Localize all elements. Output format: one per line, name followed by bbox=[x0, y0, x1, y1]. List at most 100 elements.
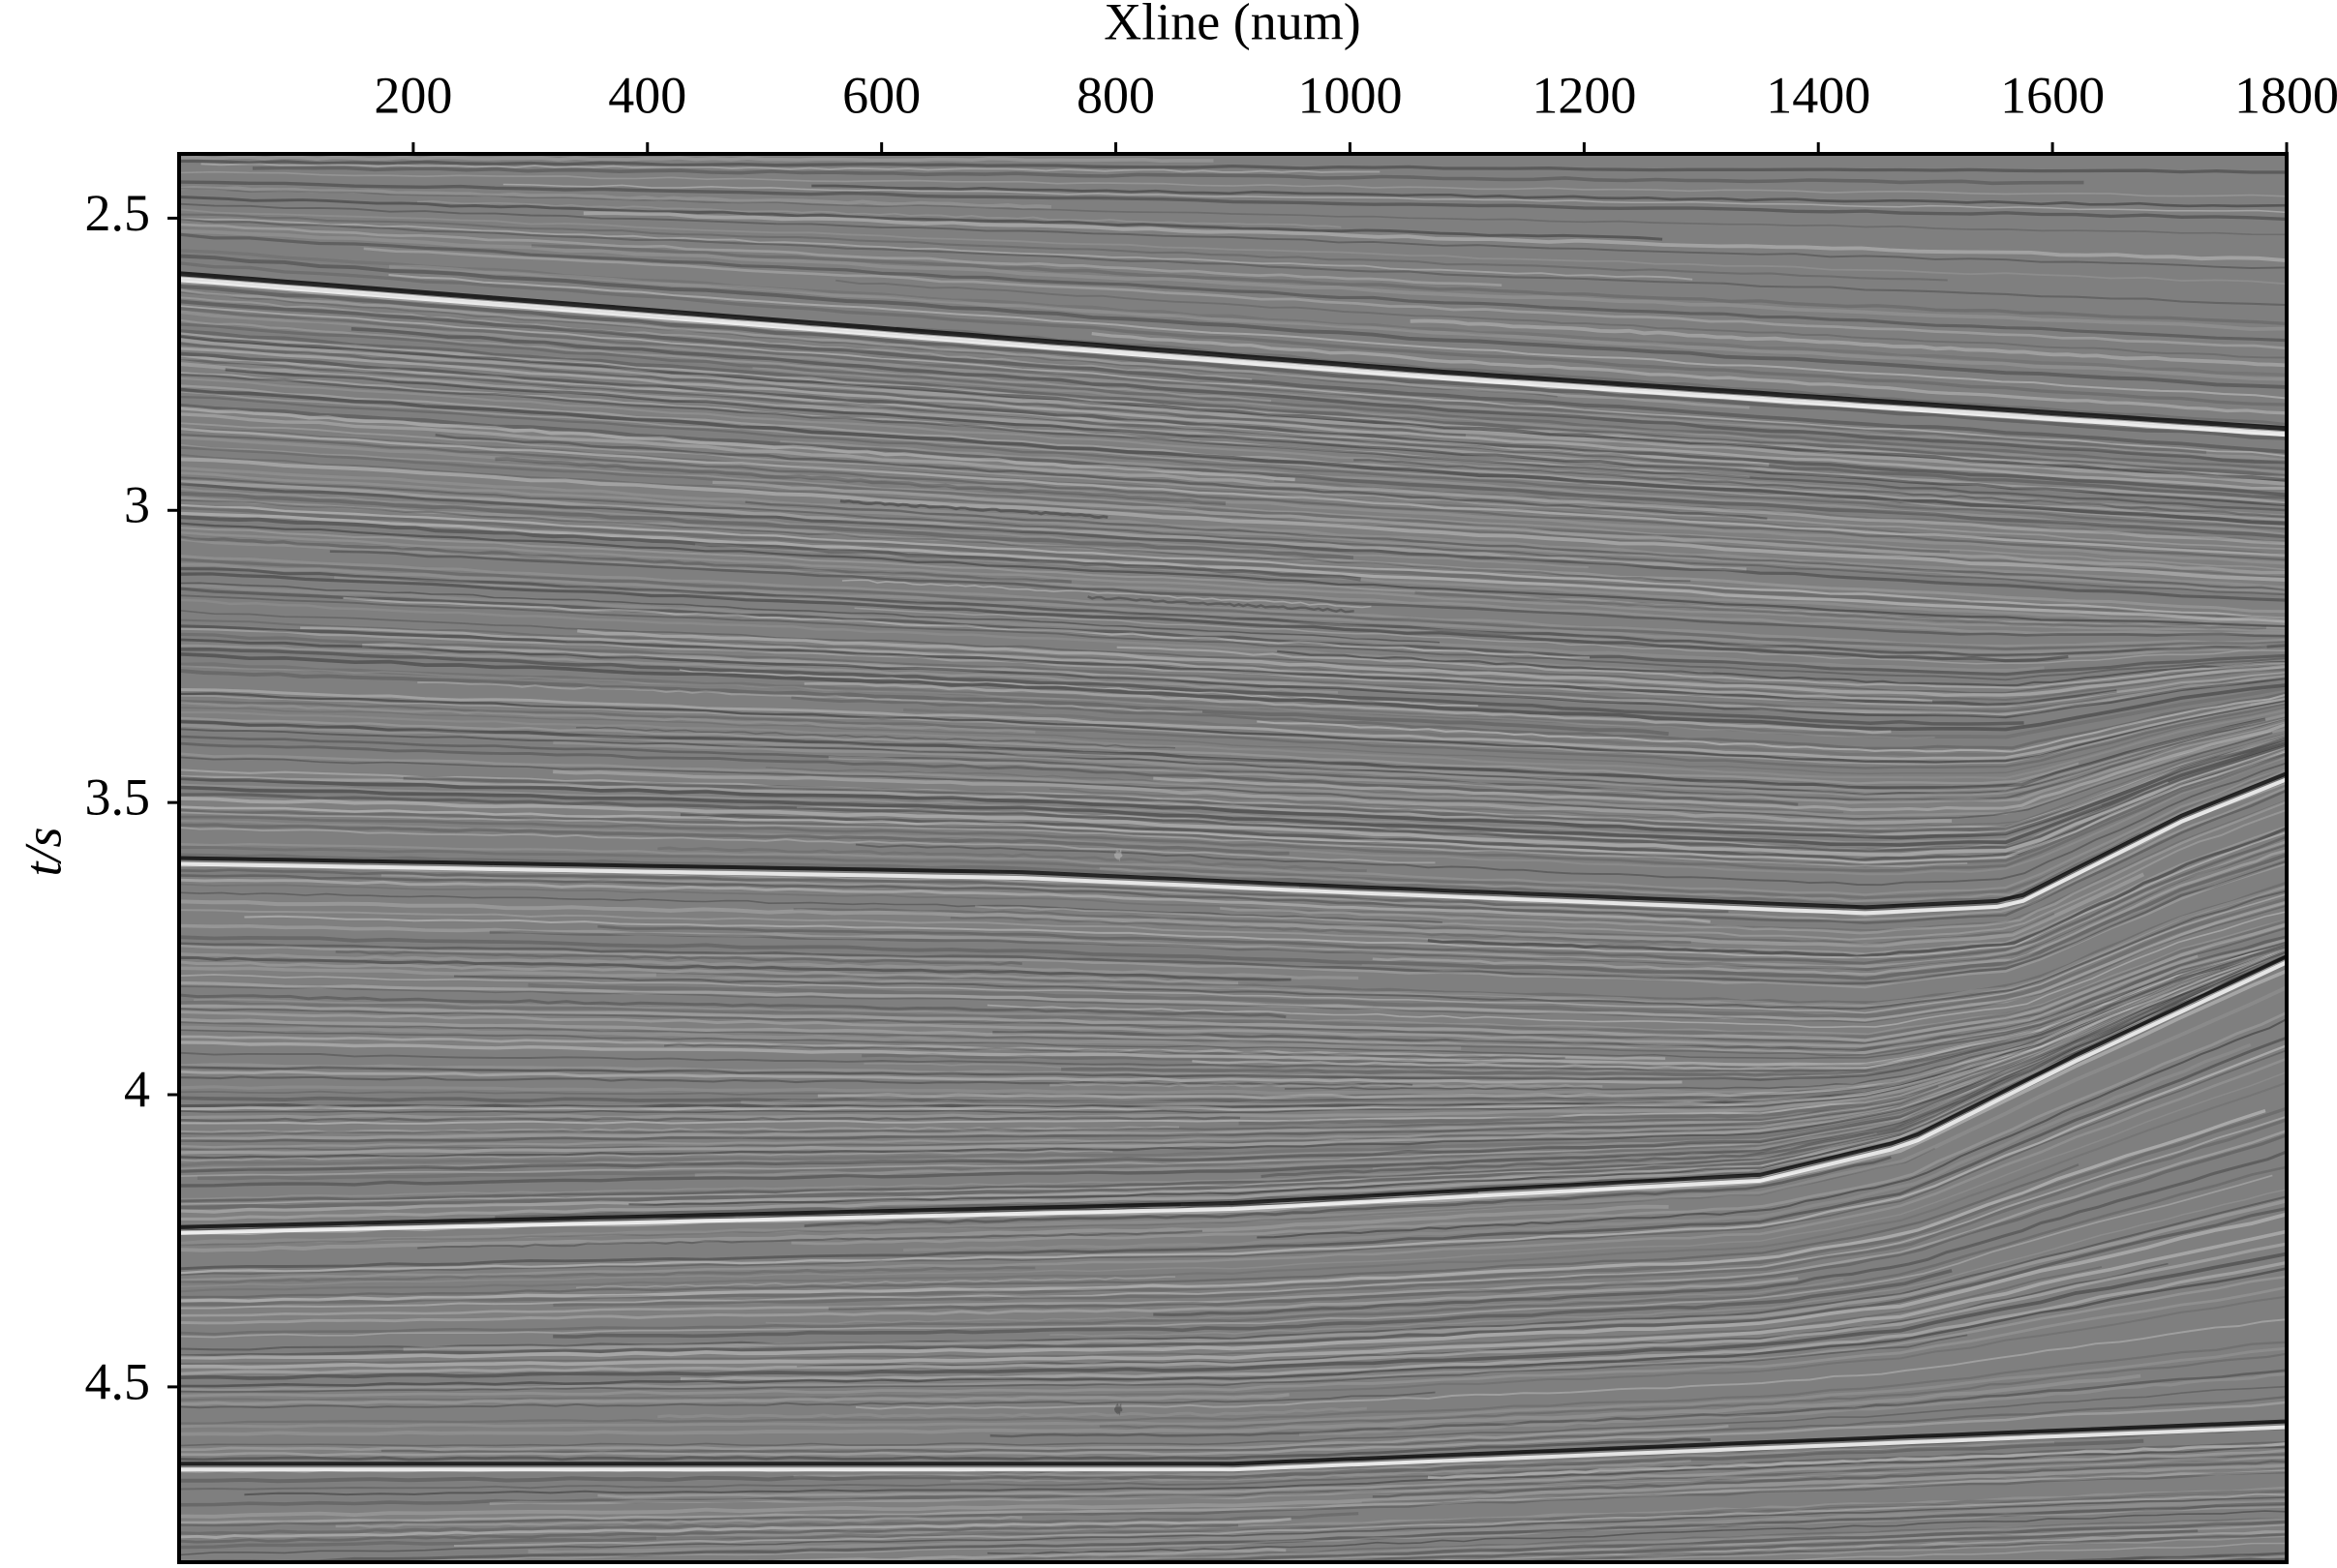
seismic-reflector bbox=[179, 1036, 2287, 1271]
seismic-reflector bbox=[179, 1251, 2287, 1380]
seismic-horizon bbox=[179, 771, 2287, 910]
seismic-horizon bbox=[179, 277, 2287, 437]
seismic-reflector bbox=[179, 701, 1036, 734]
seismic-reflector bbox=[179, 144, 2287, 146]
seismic-reflector bbox=[1427, 827, 2287, 959]
seismic-reflector bbox=[179, 1229, 2287, 1370]
seismic-reflector bbox=[200, 163, 1381, 173]
seismic-horizon bbox=[179, 1425, 2287, 1472]
seismic-reflector bbox=[179, 947, 2287, 1110]
seismic-reflector bbox=[680, 747, 2287, 862]
x-tick-label: 1000 bbox=[1297, 66, 1402, 124]
seismic-reflector bbox=[179, 530, 2287, 633]
seismic-reflector bbox=[179, 1523, 1239, 1544]
seismic-reflector bbox=[179, 926, 2287, 1044]
seismic-reflector bbox=[179, 872, 2145, 948]
seismic-reflector bbox=[1729, 1542, 2287, 1562]
seismic-reflector bbox=[179, 831, 2141, 907]
seismic-reflector bbox=[655, 1486, 2287, 1541]
seismic-reflector bbox=[334, 576, 2267, 660]
seismic-reflector bbox=[680, 1260, 2287, 1381]
seismic-reflector bbox=[1049, 1189, 2287, 1337]
seismic-reflector bbox=[179, 511, 2287, 623]
seismic-reflector bbox=[179, 116, 2242, 118]
seismic-reflector bbox=[290, 1505, 2287, 1562]
seismic-reflector bbox=[179, 515, 1361, 582]
seismic-reflector bbox=[679, 669, 1478, 707]
seismic-reflector bbox=[403, 1198, 2287, 1351]
seismic-reflector bbox=[179, 861, 2287, 989]
seismic-reflector bbox=[179, 254, 2287, 389]
seismic-reflector bbox=[528, 1499, 2287, 1555]
seismic-reflector bbox=[1219, 800, 2287, 935]
seismic-reflector bbox=[179, 391, 2287, 528]
seismic-reflector bbox=[179, 356, 2287, 499]
seismic-reflector bbox=[417, 680, 1203, 713]
seismic-reflector bbox=[179, 953, 2287, 1210]
seismic-reflector bbox=[179, 403, 2287, 539]
seismic-reflector bbox=[1260, 953, 2287, 1178]
seismic-reflector bbox=[179, 131, 1167, 133]
seismic-reflector bbox=[1099, 1352, 2287, 1430]
seismic-reflector bbox=[179, 436, 2287, 565]
seismic-reflector bbox=[179, 1517, 1291, 1539]
seismic-reflector bbox=[179, 859, 2287, 985]
seismic-reflector bbox=[179, 372, 1750, 478]
seismic-reflector bbox=[179, 288, 1750, 409]
seismic-reflector bbox=[179, 827, 1436, 864]
seismic-reflector bbox=[179, 1129, 2287, 1317]
seismic-reflector bbox=[986, 1510, 2287, 1555]
seismic-reflector bbox=[179, 618, 2287, 702]
seismic-reflector bbox=[179, 727, 2287, 818]
seismic-reflector bbox=[179, 445, 1950, 554]
seismic-reflector bbox=[1285, 946, 2287, 1091]
seismic-reflector bbox=[655, 881, 2287, 1006]
seismic-reflector bbox=[765, 1279, 1844, 1325]
seismic-reflector bbox=[817, 969, 2221, 1100]
seismic-reflector bbox=[828, 718, 2287, 804]
seismic-reflector bbox=[300, 626, 1933, 703]
seismic-reflector bbox=[179, 741, 1799, 806]
seismic-reflector bbox=[179, 752, 2287, 868]
seismic-reflector bbox=[179, 487, 1589, 568]
seismic-reflector bbox=[179, 952, 1359, 980]
seismic-reflector bbox=[179, 412, 2287, 546]
seismic-reflector bbox=[179, 299, 2287, 454]
seismic-reflector bbox=[179, 351, 2287, 497]
seismic-reflector bbox=[1414, 590, 2267, 631]
seismic-reflector bbox=[179, 740, 2287, 847]
seismic-reflector bbox=[179, 249, 2287, 377]
seismic-reflector bbox=[179, 217, 1693, 281]
seismic-reflector bbox=[744, 500, 2287, 592]
seismic-reflector bbox=[179, 953, 2287, 1203]
seismic-reflector bbox=[903, 703, 2252, 758]
seismic-reflector bbox=[179, 904, 2287, 1023]
seismic-reflector bbox=[179, 1147, 1936, 1247]
y-axis-title: t/s bbox=[14, 827, 72, 876]
seismic-reflector bbox=[179, 733, 2287, 830]
seismic-reflector bbox=[1372, 1460, 2287, 1498]
seismic-reflector bbox=[179, 108, 2287, 110]
seismic-reflector bbox=[179, 749, 2287, 864]
x-tick-label: 400 bbox=[608, 66, 686, 124]
seismic-reflector bbox=[179, 1115, 2287, 1310]
seismic-reflector bbox=[179, 223, 1502, 287]
seismic-reflector bbox=[179, 665, 1935, 739]
seismic-reflector bbox=[986, 911, 2287, 1028]
seismic-reflector bbox=[179, 185, 1052, 209]
seismic-reflector bbox=[179, 1025, 1462, 1051]
seismic-reflector bbox=[179, 662, 2287, 739]
seismic-reflector bbox=[695, 543, 2287, 626]
seismic-reflector bbox=[1153, 1150, 2287, 1316]
seismic-reflector bbox=[179, 261, 2287, 407]
seismic-reflector bbox=[1427, 1441, 2287, 1480]
seismic-reflector bbox=[797, 781, 2169, 851]
seismic-reflector bbox=[179, 718, 2287, 801]
seismic-reflector bbox=[252, 166, 2084, 186]
seismic-reflector bbox=[179, 609, 2287, 694]
seismic-reflector bbox=[179, 1393, 1290, 1406]
seismic-reflector bbox=[179, 922, 2287, 1042]
seismic-reflector bbox=[179, 1070, 1683, 1084]
seismic-reflector bbox=[179, 783, 2103, 844]
seismic-reflector bbox=[179, 1126, 1180, 1133]
